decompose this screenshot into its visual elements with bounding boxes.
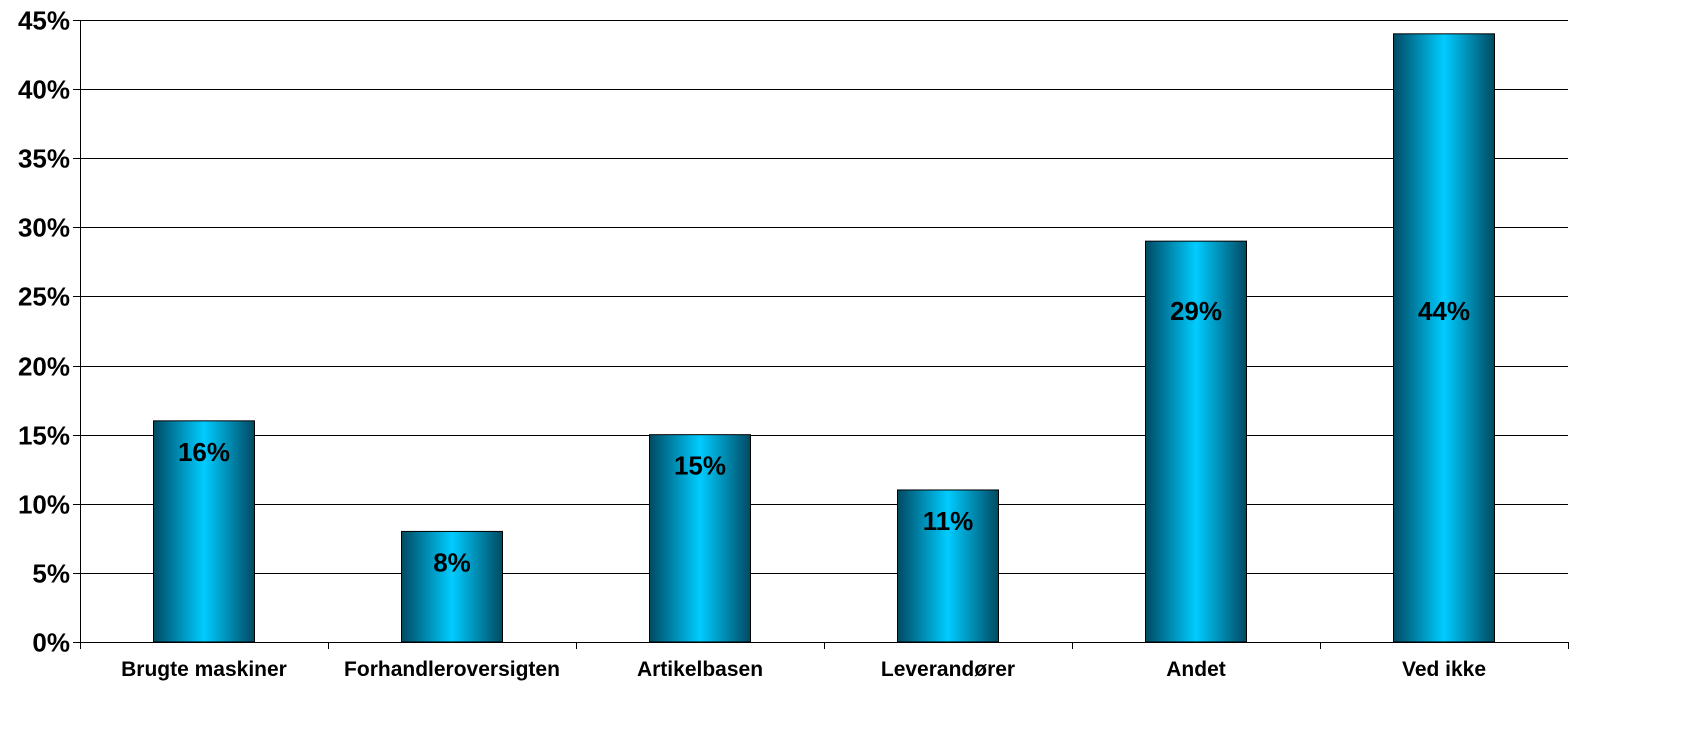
y-tick-label: 5% [32,559,70,589]
gridlines [80,20,1568,574]
y-tick-label: 35% [18,144,70,174]
y-tick-label: 0% [32,628,70,658]
data-label: 15% [674,451,726,481]
y-tick-label: 40% [18,75,70,105]
bar [1393,33,1495,643]
data-labels: 16% 8% 15% 11% 29% 44% [178,296,1470,577]
data-label: 44% [1418,296,1470,326]
x-category-label: Forhandleroversigten [344,658,560,681]
y-tick-labels: 0% 5% 10% 15% 20% 25% 30% 35% 40% 45% [18,6,70,658]
bar [153,420,255,643]
y-tick-label: 15% [18,421,70,451]
bar [401,530,503,643]
x-category-label: Ved ikke [1402,658,1486,681]
data-label: 11% [923,506,974,536]
x-category-label: Brugte maskiner [121,658,287,681]
data-label: 29% [1170,296,1222,326]
bars [153,33,1495,643]
axes [73,20,1569,649]
bar [649,434,751,643]
bar [897,489,999,643]
y-tick-label: 20% [18,352,70,382]
y-tick-label: 30% [18,213,70,243]
y-tick-label: 45% [18,6,70,36]
x-category-label: Artikelbasen [637,658,763,681]
bar [1145,240,1247,643]
data-label: 16% [178,437,230,467]
y-tick-label: 10% [18,490,70,520]
x-category-labels: Brugte maskiner Forhandleroversigten Artik… [121,658,1486,681]
x-category-label: Andet [1166,658,1226,681]
y-tick-label: 25% [18,282,70,312]
x-category-label: Leverandører [881,658,1015,681]
data-label: 8% [433,547,471,577]
